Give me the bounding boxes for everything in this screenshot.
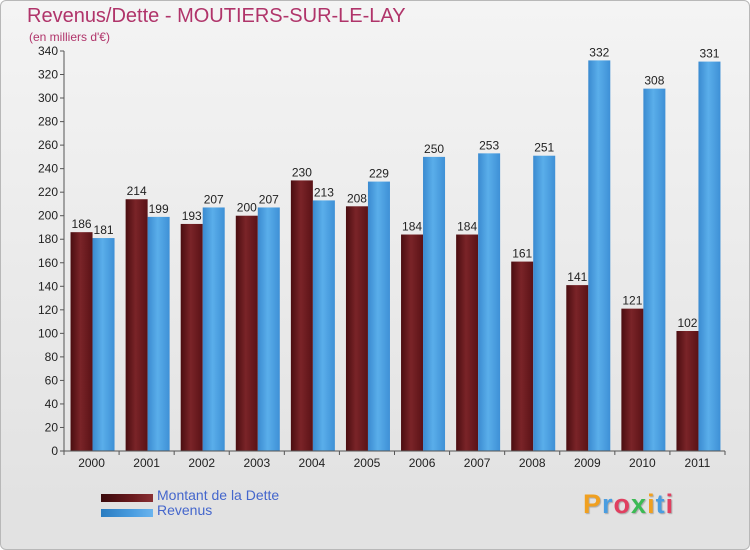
bar-dette	[676, 331, 699, 451]
data-label: 121	[622, 294, 642, 308]
bar-dette	[125, 199, 148, 451]
bar-dette	[345, 206, 368, 451]
data-label: 208	[347, 191, 367, 205]
y-tick-label: 260	[38, 138, 58, 152]
bar-dette	[566, 285, 589, 451]
y-tick-label: 280	[38, 115, 58, 129]
bar-dette	[180, 223, 203, 451]
y-tick-label: 20	[45, 420, 59, 434]
x-tick-label: 2002	[188, 456, 215, 470]
logo-letter: x	[631, 489, 648, 519]
data-label: 181	[94, 223, 114, 237]
bar-revenus	[92, 238, 115, 451]
y-tick-label: 340	[38, 44, 58, 58]
data-label: 230	[292, 165, 312, 179]
logo-letter: i	[647, 489, 656, 519]
bar-revenus	[257, 207, 280, 451]
data-label: 207	[259, 192, 279, 206]
y-tick-label: 180	[38, 232, 58, 246]
bar-revenus	[147, 216, 170, 451]
bar-revenus	[367, 181, 390, 451]
bar-revenus	[312, 200, 335, 451]
data-label: 332	[589, 45, 609, 59]
chart-subtitle: (en milliers d'€)	[29, 30, 110, 44]
legend-swatch-revenus	[101, 509, 153, 517]
bar-revenus	[202, 207, 225, 451]
x-tick-label: 2008	[519, 456, 546, 470]
legend-label-dette: Montant de la Dette	[157, 487, 280, 503]
y-tick-label: 200	[38, 209, 58, 223]
data-label: 102	[677, 316, 697, 330]
y-tick-label: 100	[38, 326, 58, 340]
data-label: 250	[424, 142, 444, 156]
data-label: 186	[72, 217, 92, 231]
data-label: 331	[699, 47, 719, 61]
y-tick-label: 60	[45, 373, 59, 387]
logo-letter: i	[665, 489, 675, 519]
y-tick-label: 240	[38, 162, 58, 176]
x-tick-label: 2001	[133, 456, 160, 470]
bar-dette	[290, 180, 313, 452]
bar-revenus	[698, 61, 721, 452]
x-tick-label: 2003	[243, 456, 270, 470]
data-label: 199	[149, 202, 169, 216]
bar-dette	[401, 234, 424, 451]
x-tick-label: 2000	[78, 456, 105, 470]
bar-revenus	[533, 155, 556, 452]
y-tick-label: 120	[38, 303, 58, 317]
chart-title: Revenus/Dette - MOUTIERS-SUR-LE-LAY	[27, 5, 406, 27]
logo-letter: P	[583, 489, 603, 519]
data-label: 184	[457, 220, 477, 234]
y-tick-label: 220	[38, 185, 58, 199]
y-tick-label: 160	[38, 256, 58, 270]
data-label: 214	[127, 184, 147, 198]
logo-letter: t	[655, 489, 666, 519]
y-tick-label: 320	[38, 68, 58, 82]
y-tick-label: 0	[51, 444, 58, 458]
proxiti-logo: Proxiti	[583, 489, 674, 520]
bar-revenus	[588, 60, 611, 451]
x-tick-label: 2006	[409, 456, 436, 470]
data-label: 308	[644, 74, 664, 88]
x-tick-label: 2007	[464, 456, 491, 470]
x-tick-label: 2011	[685, 456, 711, 470]
bar-dette	[235, 215, 258, 451]
legend-swatch-dette	[101, 494, 153, 502]
x-tick-label: 2009	[574, 456, 601, 470]
legend-label-revenus: Revenus	[157, 502, 213, 518]
logo-letter: o	[613, 489, 632, 519]
x-tick-label: 2010	[629, 456, 656, 470]
logo-letter: r	[602, 489, 614, 519]
bar-revenus	[423, 156, 446, 451]
bar-revenus	[643, 88, 666, 451]
data-label: 229	[369, 167, 389, 181]
data-label: 184	[402, 220, 422, 234]
data-label: 161	[512, 247, 532, 261]
data-label: 193	[182, 209, 202, 223]
x-tick-label: 2005	[354, 456, 381, 470]
x-tick-label: 2004	[299, 456, 326, 470]
data-label: 251	[534, 141, 554, 155]
data-label: 207	[204, 192, 224, 206]
data-label: 200	[237, 201, 257, 215]
data-label: 253	[479, 138, 499, 152]
bar-dette	[511, 261, 534, 451]
data-label: 141	[567, 270, 587, 284]
y-tick-label: 140	[38, 279, 58, 293]
bar-dette	[456, 234, 479, 451]
bar-dette	[70, 232, 93, 451]
y-tick-label: 300	[38, 91, 58, 105]
bar-dette	[621, 308, 644, 451]
data-label: 213	[314, 185, 334, 199]
bar-revenus	[478, 153, 501, 451]
y-tick-label: 80	[45, 350, 59, 364]
y-tick-label: 40	[45, 397, 59, 411]
